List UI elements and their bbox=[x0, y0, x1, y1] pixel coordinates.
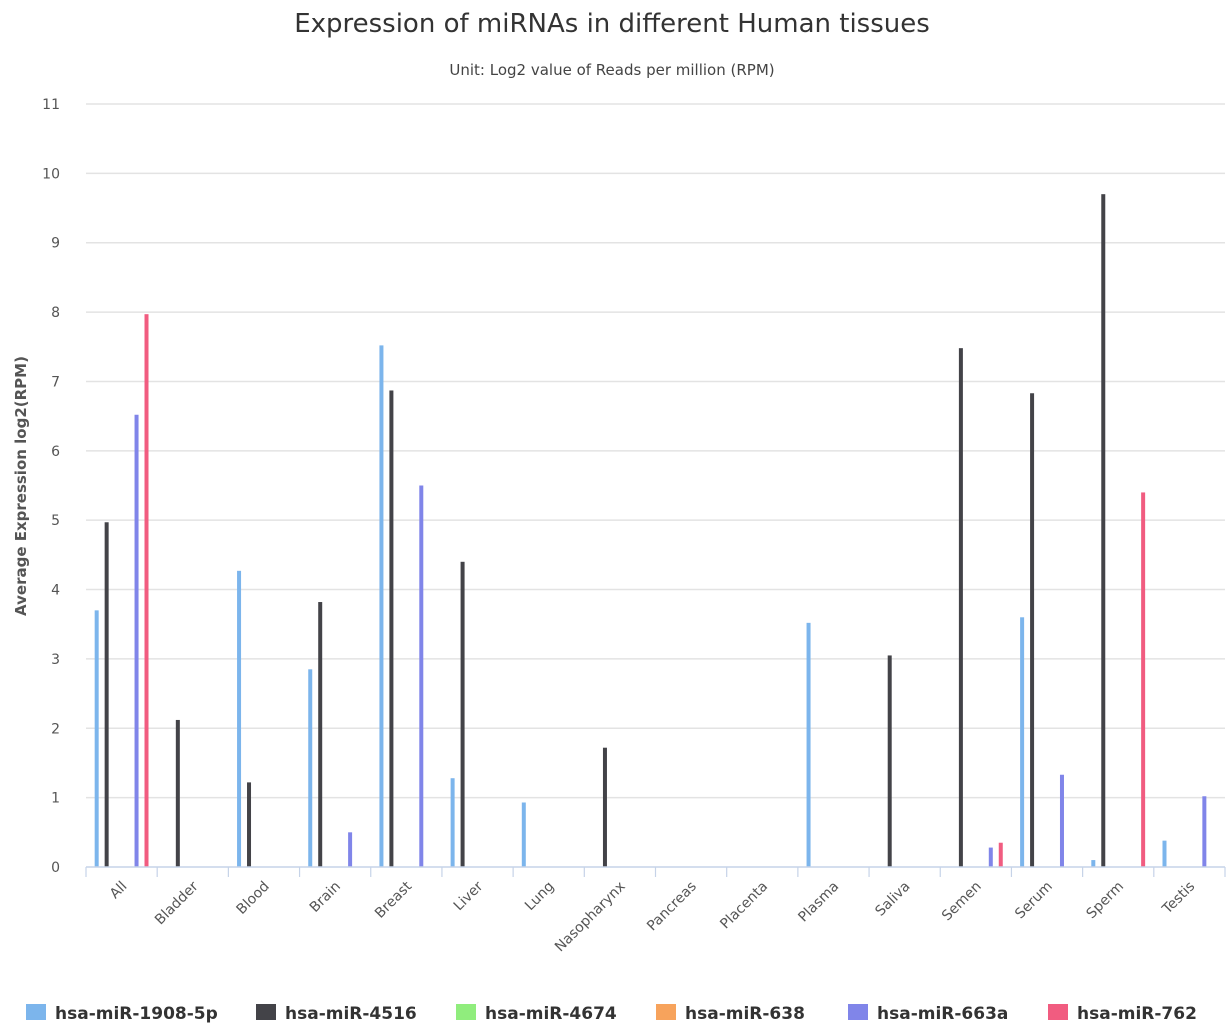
legend-label: hsa-miR-1908-5p bbox=[55, 1004, 218, 1024]
x-axis: All Bladder Blood Brain Breast Liver LungNasop… bbox=[85, 866, 1226, 956]
bar[interactable] bbox=[379, 345, 384, 867]
x-tick-label: Breast bbox=[372, 878, 416, 922]
legend-item[interactable]: hsa-miR-4674 bbox=[456, 1004, 617, 1024]
legend[interactable]: hsa-miR-1908-5p hsa-miR-4516 hsa-miR-4674 h… bbox=[26, 1004, 1197, 1024]
grid-layer bbox=[86, 103, 1225, 799]
x-tick-label: Brain bbox=[307, 879, 344, 916]
bar[interactable] bbox=[1141, 492, 1146, 867]
bar[interactable] bbox=[144, 314, 149, 867]
bar[interactable] bbox=[237, 570, 242, 867]
y-tick-label: 6 bbox=[51, 444, 60, 460]
x-tick-label: Blood bbox=[234, 879, 273, 918]
bar[interactable] bbox=[1101, 194, 1106, 867]
bar[interactable] bbox=[1162, 840, 1167, 867]
bar[interactable] bbox=[94, 610, 99, 867]
bar[interactable] bbox=[389, 390, 394, 867]
bar[interactable] bbox=[521, 802, 526, 867]
y-axis-label: Average Expression log2(RPM) bbox=[12, 356, 30, 616]
x-tick-label: Plasma bbox=[795, 879, 842, 926]
bar[interactable] bbox=[104, 522, 109, 867]
bar[interactable] bbox=[247, 782, 252, 867]
chart-subtitle: Unit: Log2 value of Reads per million (R… bbox=[449, 61, 774, 79]
x-tick-label: Placenta bbox=[717, 879, 771, 933]
y-tick-label: 5 bbox=[51, 513, 60, 529]
x-tick-label: Bladder bbox=[152, 878, 202, 928]
legend-swatch bbox=[256, 1004, 276, 1020]
bar[interactable] bbox=[1020, 617, 1025, 867]
y-tick-label: 10 bbox=[42, 166, 60, 182]
chart-title: Expression of miRNAs in different Human … bbox=[294, 9, 930, 39]
bar[interactable] bbox=[134, 414, 139, 867]
bar[interactable] bbox=[958, 348, 963, 867]
y-tick-label: 9 bbox=[51, 236, 60, 252]
bar[interactable] bbox=[1091, 860, 1096, 867]
bar[interactable] bbox=[988, 847, 993, 867]
x-tick-label: Testis bbox=[1159, 879, 1198, 918]
legend-item[interactable]: hsa-miR-663a bbox=[848, 1004, 1008, 1024]
legend-item[interactable]: hsa-miR-4516 bbox=[256, 1004, 417, 1024]
legend-label: hsa-miR-762 bbox=[1077, 1004, 1197, 1024]
legend-label: hsa-miR-638 bbox=[685, 1004, 805, 1024]
legend-item[interactable]: hsa-miR-762 bbox=[1048, 1004, 1197, 1024]
y-tick-label: 11 bbox=[42, 97, 60, 113]
y-tick-labels: 0 1 2 3 4 5 6 7 8 9 10 11 bbox=[42, 97, 60, 876]
legend-label: hsa-miR-4674 bbox=[485, 1004, 617, 1024]
x-tick-label: All bbox=[107, 879, 131, 903]
legend-swatch bbox=[26, 1004, 46, 1020]
legend-swatch bbox=[656, 1004, 676, 1020]
bar[interactable] bbox=[1059, 774, 1064, 867]
x-tick-label: Lung bbox=[522, 879, 557, 914]
bar[interactable] bbox=[419, 485, 424, 868]
legend-item[interactable]: hsa-miR-638 bbox=[656, 1004, 805, 1024]
legend-swatch bbox=[1048, 1004, 1068, 1020]
y-tick-label: 4 bbox=[51, 583, 60, 599]
bar[interactable] bbox=[348, 832, 353, 867]
y-tick-label: 7 bbox=[51, 374, 60, 390]
bar[interactable] bbox=[998, 842, 1003, 867]
bar[interactable] bbox=[602, 747, 607, 867]
x-tick-label: Semen bbox=[939, 879, 985, 925]
bars-layer bbox=[94, 194, 1207, 868]
bar[interactable] bbox=[318, 602, 323, 867]
y-tick-label: 3 bbox=[51, 652, 60, 668]
bar[interactable] bbox=[175, 719, 180, 867]
bar[interactable] bbox=[887, 655, 892, 867]
x-tick-label: Serum bbox=[1012, 879, 1056, 923]
y-tick-label: 1 bbox=[51, 791, 60, 807]
x-tick-label: Liver bbox=[451, 878, 487, 914]
x-tick-label: Pancreas bbox=[644, 879, 700, 935]
y-tick-label: 2 bbox=[51, 721, 60, 737]
legend-label: hsa-miR-663a bbox=[877, 1004, 1008, 1024]
y-tick-label: 0 bbox=[51, 860, 60, 876]
bar[interactable] bbox=[1030, 393, 1035, 867]
legend-label: hsa-miR-4516 bbox=[285, 1004, 417, 1024]
bar[interactable] bbox=[806, 622, 811, 867]
bar[interactable] bbox=[460, 561, 465, 867]
x-tick-label: Saliva bbox=[872, 879, 913, 920]
x-tick-label: Sperm bbox=[1084, 879, 1128, 923]
legend-swatch bbox=[456, 1004, 476, 1020]
legend-swatch bbox=[848, 1004, 868, 1020]
bar[interactable] bbox=[450, 778, 455, 867]
bar[interactable] bbox=[308, 669, 313, 867]
x-tick-label: Nasopharynx bbox=[552, 879, 629, 956]
bar[interactable] bbox=[1202, 796, 1207, 867]
legend-item[interactable]: hsa-miR-1908-5p bbox=[26, 1004, 218, 1024]
y-tick-label: 8 bbox=[51, 305, 60, 321]
